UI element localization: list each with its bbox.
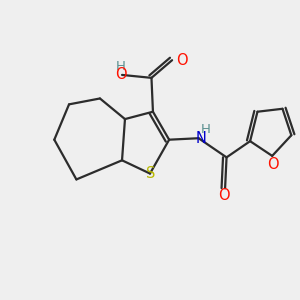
- Text: H: H: [116, 60, 125, 73]
- Text: N: N: [196, 131, 207, 146]
- Text: O: O: [267, 157, 279, 172]
- Text: S: S: [146, 166, 155, 181]
- Text: H: H: [201, 123, 211, 136]
- Text: O: O: [177, 53, 188, 68]
- Text: O: O: [218, 188, 230, 203]
- Text: O: O: [115, 68, 126, 82]
